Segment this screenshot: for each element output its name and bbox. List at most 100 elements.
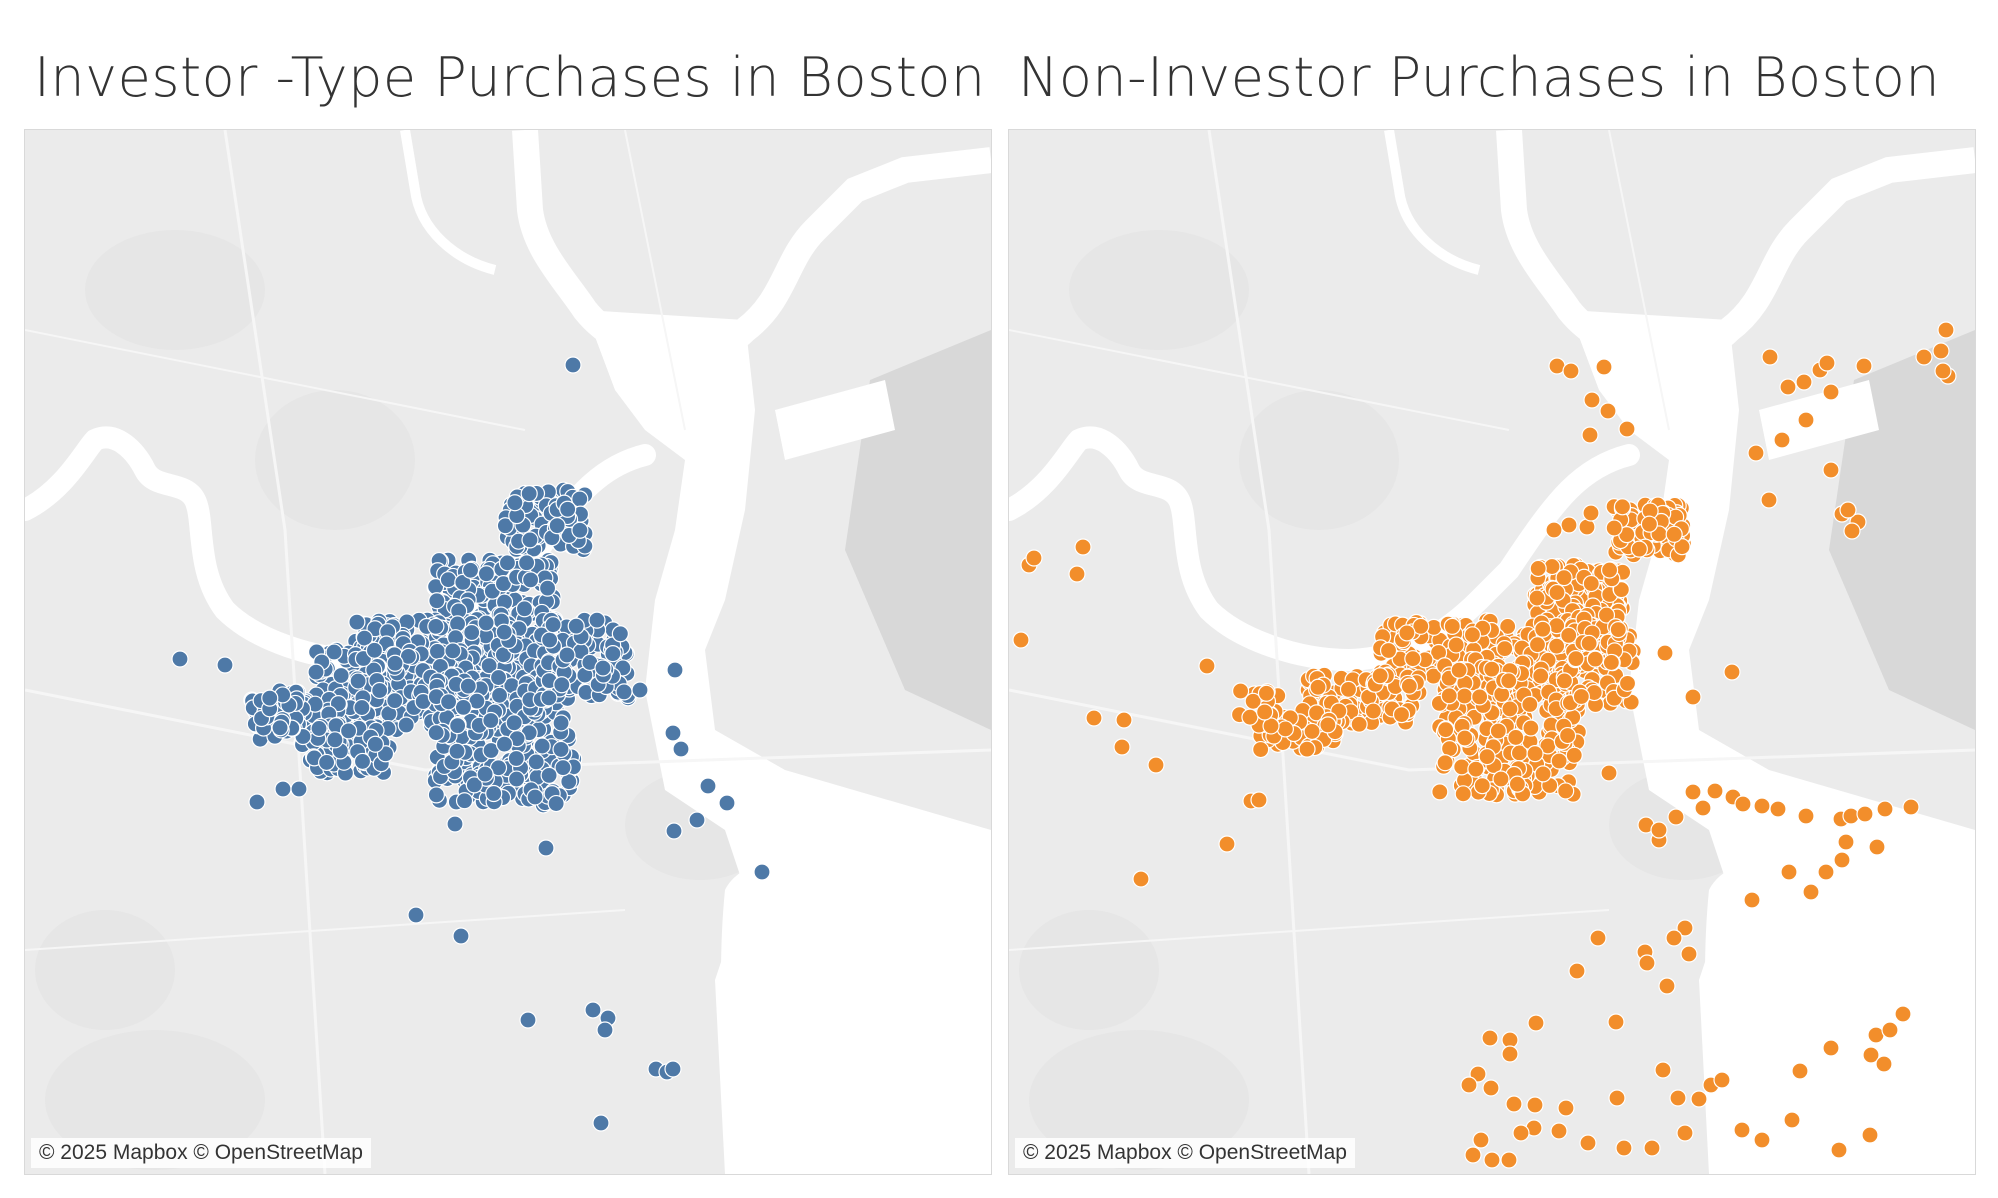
purchase-point[interactable] [1669, 1089, 1687, 1107]
purchase-point[interactable] [348, 613, 366, 631]
purchase-point[interactable] [1555, 672, 1574, 690]
purchase-point[interactable] [594, 659, 612, 677]
purchase-point[interactable] [1496, 639, 1514, 658]
purchase-point[interactable] [1665, 525, 1683, 543]
purchase-point[interactable] [507, 770, 526, 788]
purchase-point[interactable] [520, 485, 538, 503]
purchase-point[interactable] [1881, 1021, 1899, 1039]
purchase-point[interactable] [477, 614, 495, 632]
purchase-point[interactable] [518, 554, 536, 572]
purchase-point[interactable] [1371, 667, 1389, 685]
purchase-point[interactable] [1412, 617, 1430, 635]
purchase-point[interactable] [672, 740, 690, 758]
purchase-point[interactable] [1528, 636, 1547, 654]
purchase-point[interactable] [248, 793, 266, 811]
purchase-point[interactable] [1534, 620, 1552, 638]
purchase-point[interactable] [1198, 657, 1216, 675]
purchase-point[interactable] [455, 792, 474, 810]
purchase-point[interactable] [1262, 717, 1280, 735]
purchase-point[interactable] [1436, 754, 1454, 772]
purchase-point[interactable] [1638, 954, 1656, 972]
purchase-point[interactable] [1937, 321, 1955, 339]
purchase-point[interactable] [446, 815, 464, 833]
purchase-point[interactable] [1932, 342, 1950, 360]
purchase-point[interactable] [365, 641, 384, 659]
purchase-point[interactable] [428, 592, 446, 610]
purchase-point[interactable] [1830, 1141, 1848, 1159]
purchase-point[interactable] [1690, 1090, 1708, 1108]
purchase-point[interactable] [482, 711, 500, 730]
purchase-point[interactable] [1684, 688, 1702, 706]
purchase-point[interactable] [1483, 660, 1501, 678]
purchase-point[interactable] [449, 717, 467, 735]
map-attribution[interactable]: © 2025 Mapbox © OpenStreetMap [1015, 1138, 1355, 1168]
purchase-point[interactable] [1583, 391, 1601, 409]
purchase-point[interactable] [1463, 626, 1482, 644]
purchase-point[interactable] [1747, 444, 1765, 462]
purchase-point[interactable] [1218, 835, 1236, 853]
purchase-point[interactable] [666, 661, 684, 679]
purchase-point[interactable] [480, 657, 498, 675]
purchase-point[interactable] [547, 794, 565, 813]
purchase-point[interactable] [1658, 977, 1676, 995]
purchase-point[interactable] [1505, 1095, 1523, 1113]
purchase-point[interactable] [1471, 688, 1489, 706]
purchase-point[interactable] [452, 927, 470, 945]
purchase-point[interactable] [476, 765, 494, 783]
purchase-point[interactable] [588, 611, 606, 629]
purchase-point[interactable] [1456, 729, 1474, 747]
purchase-point[interactable] [1522, 719, 1540, 737]
purchase-point[interactable] [459, 677, 477, 695]
purchase-point[interactable] [1074, 538, 1092, 556]
purchase-point[interactable] [1508, 775, 1526, 793]
purchase-point[interactable] [1482, 1079, 1500, 1097]
purchase-point[interactable] [1581, 426, 1599, 444]
purchase-point[interactable] [1618, 674, 1637, 692]
purchase-point[interactable] [1630, 540, 1648, 558]
purchase-point[interactable] [1875, 1055, 1893, 1073]
purchase-point[interactable] [355, 629, 374, 647]
purchase-point[interactable] [1521, 695, 1539, 714]
purchase-point[interactable] [461, 561, 480, 579]
purchase-point[interactable] [1779, 378, 1797, 396]
purchase-point[interactable] [1769, 800, 1787, 818]
purchase-point[interactable] [1761, 348, 1779, 366]
purchase-point[interactable] [1481, 1029, 1499, 1047]
purchase-point[interactable] [1252, 740, 1270, 759]
purchase-point[interactable] [1443, 617, 1461, 635]
purchase-point[interactable] [1567, 650, 1585, 668]
purchase-point[interactable] [1676, 1124, 1694, 1142]
purchase-point[interactable] [1753, 797, 1771, 815]
purchase-point[interactable] [439, 571, 457, 589]
purchase-point[interactable] [427, 617, 445, 636]
purchase-point[interactable] [1557, 1099, 1575, 1117]
investor-map[interactable]: © 2025 Mapbox © OpenStreetMap [24, 129, 992, 1175]
purchase-point[interactable] [498, 554, 517, 572]
purchase-point[interactable] [1615, 1139, 1633, 1157]
purchase-point[interactable] [631, 681, 649, 699]
purchase-point[interactable] [1837, 833, 1855, 851]
non-investor-map[interactable]: © 2025 Mapbox © OpenStreetMap [1008, 129, 1976, 1175]
purchase-point[interactable] [526, 788, 544, 806]
purchase-point[interactable] [1706, 782, 1724, 800]
purchase-point[interactable] [1231, 682, 1250, 700]
purchase-point[interactable] [1115, 711, 1133, 729]
purchase-point[interactable] [465, 776, 483, 794]
purchase-point[interactable] [1602, 653, 1620, 672]
purchase-point[interactable] [1902, 798, 1920, 816]
purchase-point[interactable] [538, 579, 557, 597]
purchase-point[interactable] [1492, 770, 1510, 788]
purchase-point[interactable] [1557, 782, 1575, 800]
purchase-point[interactable] [1483, 1151, 1501, 1169]
purchase-point[interactable] [1469, 1065, 1487, 1083]
purchase-point[interactable] [318, 753, 336, 772]
purchase-point[interactable] [718, 794, 736, 812]
purchase-point[interactable] [290, 780, 308, 798]
purchase-point[interactable] [1572, 687, 1590, 706]
purchase-point[interactable] [332, 666, 350, 685]
purchase-point[interactable] [1839, 501, 1857, 519]
purchase-point[interactable] [1528, 589, 1546, 607]
purchase-point[interactable] [386, 691, 404, 710]
purchase-point[interactable] [171, 650, 189, 668]
purchase-point[interactable] [1667, 808, 1685, 826]
